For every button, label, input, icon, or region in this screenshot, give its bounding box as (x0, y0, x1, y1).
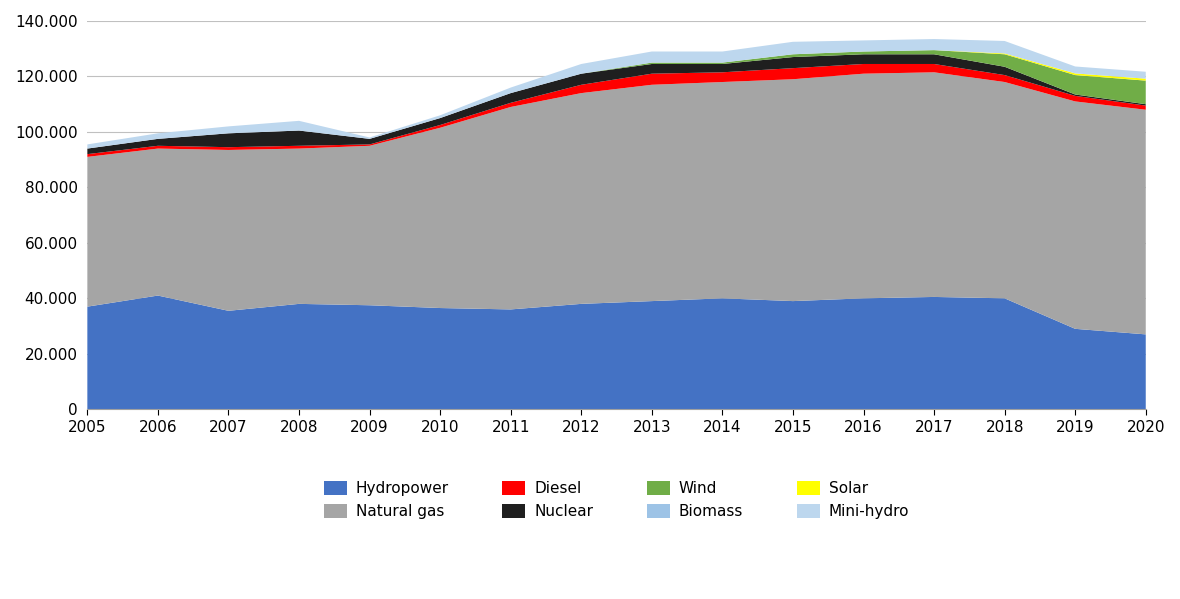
Legend: Hydropower, Natural gas, Diesel, Nuclear, Wind, Biomass, Solar, Mini-hydro: Hydropower, Natural gas, Diesel, Nuclear… (317, 475, 916, 525)
